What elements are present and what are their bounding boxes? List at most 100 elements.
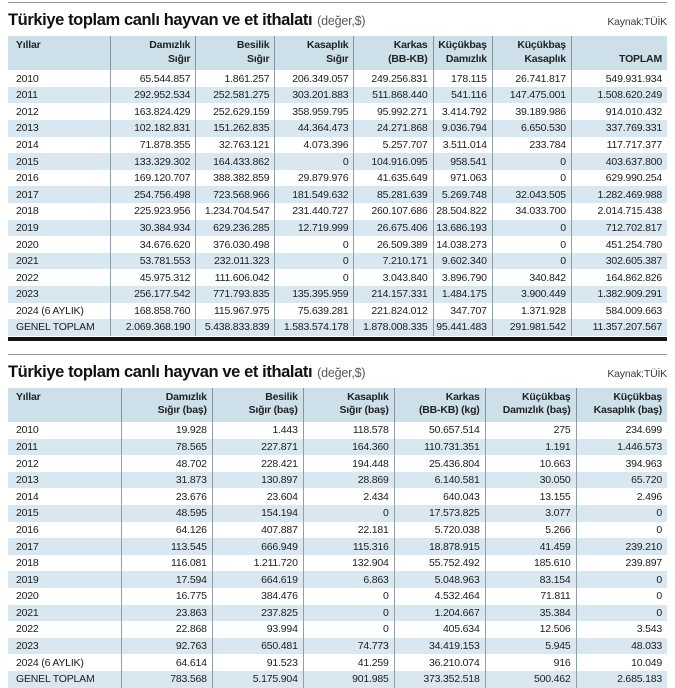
value-cell: 249.256.831 <box>353 70 434 87</box>
year-cell: 2011 <box>16 89 38 102</box>
value-cell: 231.440.727 <box>274 203 354 220</box>
header-cell: Damızlık Sığır <box>109 36 196 71</box>
value-cell: 403.637.800 <box>570 153 667 170</box>
year-cell: 2010 <box>16 72 39 85</box>
value-cell: 2.434 <box>302 488 395 506</box>
value-cell: 23.863 <box>120 604 213 622</box>
value-cell: 373.352.518 <box>393 670 486 688</box>
table-row: 2017 113.545 666.949 115.316 18.878.915 41.45… <box>8 538 667 555</box>
value-cell: 102.182.831 <box>109 120 196 137</box>
value-cell: 1.204.667 <box>393 604 486 622</box>
grand-total-row: GENEL TOPLAM 783.568 5.175.904 901.985 373.3… <box>8 670 667 688</box>
table-row: 2016 169.120.707 388.382.859 29.879.976 41.6… <box>8 169 667 187</box>
section-title-bar: Türkiye toplam canlı hayvan ve et ithala… <box>8 355 667 388</box>
value-cell: 347.707 <box>432 302 493 320</box>
value-cell: 111.606.042 <box>195 269 275 286</box>
table-row: 2015 48.595 154.194 0 17.573.825 3.077 0 <box>8 505 667 522</box>
value-cell: 26.741.817 <box>491 70 572 87</box>
value-cell: 18.878.915 <box>393 538 486 555</box>
page-title: Türkiye toplam canlı hayvan ve et ithala… <box>8 11 313 29</box>
value-cell: 64.614 <box>120 654 213 671</box>
value-cell: 2.496 <box>575 488 667 506</box>
value-cell: 206.349.057 <box>274 70 354 87</box>
value-cell: 163.824.429 <box>109 103 196 121</box>
value-cell: 115.967.975 <box>195 302 275 320</box>
value-cell: 48.595 <box>120 505 213 522</box>
value-cell: 3.077 <box>484 505 577 522</box>
value-cell: 3.043.840 <box>353 269 434 286</box>
value-cell: 239.210 <box>575 538 667 555</box>
value-cell: 221.824.012 <box>353 302 434 320</box>
year-cell: 2016 <box>16 523 39 536</box>
table-row: 2011 78.565 227.871 164.360 110.731.351 1.191… <box>8 438 667 456</box>
table-row: 2020 16.775 384.476 0 4.532.464 71.811 0 <box>8 588 667 605</box>
value-cell: 36.210.074 <box>393 654 486 671</box>
year-cell: 2013 <box>16 474 39 487</box>
header-row: Yıllar Damızlık Sığır Besilik Sığır Kasaplık S… <box>8 36 667 71</box>
value-cell: 5.269.748 <box>432 186 493 204</box>
value-cell: 541.116 <box>432 86 493 104</box>
year-cell: 2017 <box>16 540 39 553</box>
value-cell: 169.120.707 <box>109 169 196 187</box>
value-cell: 44.364.473 <box>274 120 354 137</box>
value-cell: 178.115 <box>432 70 493 87</box>
value-cell: 1.382.909.291 <box>570 286 667 303</box>
grand-total-row: GENEL TOPLAM 2.069.368.190 5.438.833.839 1.… <box>8 319 667 336</box>
value-cell: 0 <box>302 505 395 522</box>
year-cell: 2022 <box>16 623 39 636</box>
header-cell: Yıllar <box>8 36 111 71</box>
value-cell: 28.504.822 <box>432 203 493 220</box>
value-cell: 4.073.396 <box>274 136 354 154</box>
import-value-table-section: Türkiye toplam canlı hayvan ve et ithala… <box>0 2 675 341</box>
value-cell: 75.639.281 <box>274 302 354 320</box>
value-cell: 92.763 <box>120 637 213 655</box>
value-cell: 0 <box>302 621 395 638</box>
value-cell: 3.896.790 <box>432 269 493 286</box>
value-cell: 95.992.271 <box>353 103 434 121</box>
value-cell: 1.443 <box>211 422 304 439</box>
year-cell: 2020 <box>16 238 39 251</box>
value-cell: 394.963 <box>575 455 667 472</box>
value-cell: 1.861.257 <box>195 70 275 87</box>
header-cell: Karkas (BB-KB) <box>353 36 434 71</box>
value-cell: 12.506 <box>484 621 577 638</box>
value-cell: 650.481 <box>211 637 304 655</box>
value-cell: 26.675.406 <box>353 219 434 237</box>
value-cell: 4.532.464 <box>393 588 486 605</box>
value-cell: 260.107.686 <box>353 203 434 220</box>
year-cell: 2011 <box>16 440 38 453</box>
table-row: 2023 256.177.542 771.793.835 135.395.959 214… <box>8 286 667 303</box>
year-cell: 2021 <box>16 606 39 619</box>
value-cell: 110.731.351 <box>393 438 486 456</box>
value-cell: 91.523 <box>211 654 304 671</box>
value-cell: 185.610 <box>484 554 577 572</box>
value-cell: 225.923.956 <box>109 203 196 220</box>
value-cell: 78.565 <box>120 438 213 456</box>
value-cell: 712.702.817 <box>570 219 667 237</box>
value-cell: 252.629.159 <box>195 103 275 121</box>
year-cell: 2019 <box>16 573 39 586</box>
value-cell: 115.316 <box>302 538 395 555</box>
table-row: 2020 34.676.620 376.030.498 0 26.509.389 14.0… <box>8 236 667 253</box>
table-row: 2010 19.928 1.443 118.578 50.657.514 275 234.6… <box>8 422 667 439</box>
value-cell: 12.719.999 <box>274 219 354 237</box>
source-label: Kaynak:TÜİK <box>607 367 667 380</box>
value-cell: 0 <box>575 588 667 605</box>
year-cell: 2014 <box>16 138 39 151</box>
value-cell: 666.949 <box>211 538 304 555</box>
value-cell: 130.897 <box>211 471 304 489</box>
table-row: 2018 225.923.956 1.234.704.547 231.440.727 2… <box>8 203 667 220</box>
value-cell: 3.900.449 <box>491 286 572 303</box>
table-row: 2011 292.952.534 252.581.275 303.201.883 511… <box>8 86 667 104</box>
value-cell: 1.282.469.988 <box>570 186 667 204</box>
value-cell: 0 <box>575 505 667 522</box>
value-cell: 34.419.153 <box>393 637 486 655</box>
year-cell: 2020 <box>16 590 39 603</box>
table-row: 2019 17.594 664.619 6.863 5.048.963 83.154 0 <box>8 571 667 588</box>
value-cell: 664.619 <box>211 571 304 588</box>
value-cell: 5.945 <box>484 637 577 655</box>
year-cell: 2015 <box>16 507 39 520</box>
value-cell: 48.702 <box>120 455 213 472</box>
value-cell: 511.868.440 <box>353 86 434 104</box>
header-cell: TOPLAM <box>570 36 667 71</box>
